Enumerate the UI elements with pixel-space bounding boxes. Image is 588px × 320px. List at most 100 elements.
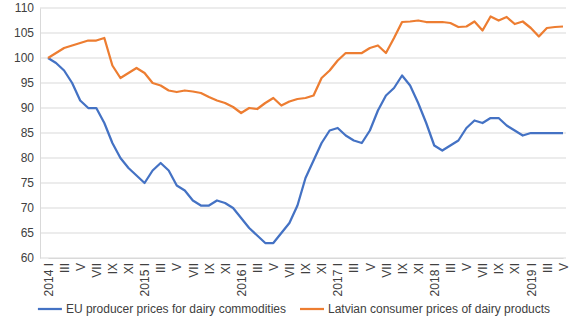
x-tick-label: IX bbox=[106, 263, 120, 274]
x-tick-label: III bbox=[58, 263, 72, 273]
x-tick: III bbox=[444, 258, 458, 273]
x-tick-label: IX bbox=[299, 263, 313, 274]
y-axis-line bbox=[40, 9, 41, 259]
x-tick-label: III bbox=[444, 263, 458, 273]
grid-line bbox=[40, 208, 566, 209]
x-tick-label: V bbox=[557, 263, 571, 271]
x-tick-label: XI bbox=[315, 263, 329, 274]
x-tick: 2019 I bbox=[525, 258, 539, 296]
legend-swatch bbox=[38, 308, 62, 310]
x-tick-label: 2018 I bbox=[428, 263, 442, 296]
x-tick-label: V bbox=[74, 263, 88, 271]
x-tick: V bbox=[460, 258, 474, 271]
y-tick: 75 bbox=[21, 176, 40, 190]
x-tick-label: 2014 I bbox=[42, 263, 56, 296]
x-tick-label: IX bbox=[396, 263, 410, 274]
x-tick: V bbox=[170, 258, 184, 271]
grid-line bbox=[40, 83, 566, 84]
x-tick: XI bbox=[508, 258, 522, 274]
y-tick: 70 bbox=[21, 201, 40, 215]
x-tick-label: XI bbox=[412, 263, 426, 274]
grid-line bbox=[40, 133, 566, 134]
grid-line bbox=[40, 233, 566, 234]
x-tick: 2014 I bbox=[42, 258, 56, 296]
x-tick: 2017 I bbox=[331, 258, 345, 296]
grid-line bbox=[40, 108, 566, 109]
y-tick: 65 bbox=[21, 226, 40, 240]
x-tick: V bbox=[557, 258, 571, 271]
x-tick-label: V bbox=[460, 263, 474, 271]
y-tick-label: 105 bbox=[14, 26, 34, 40]
x-tick-label: V bbox=[267, 263, 281, 271]
x-tick-label: 2016 I bbox=[235, 263, 249, 296]
y-tick-label: 85 bbox=[21, 126, 35, 140]
x-tick: XI bbox=[315, 258, 329, 274]
x-tick: V bbox=[267, 258, 281, 271]
x-tick: IX bbox=[396, 258, 410, 274]
legend-swatch bbox=[300, 308, 324, 310]
x-tick-label: VII bbox=[380, 263, 394, 278]
x-tick-label: XI bbox=[219, 263, 233, 274]
x-tick: XI bbox=[412, 258, 426, 274]
y-tick: 100 bbox=[14, 51, 40, 65]
x-tick: VII bbox=[380, 258, 394, 278]
grid-line bbox=[40, 33, 566, 34]
y-tick: 95 bbox=[21, 76, 40, 90]
x-tick: III bbox=[251, 258, 265, 273]
grid-line bbox=[40, 158, 566, 159]
x-tick-label: 2017 I bbox=[331, 263, 345, 296]
grid-line bbox=[40, 8, 566, 9]
legend: EU producer prices for dairy commodities… bbox=[38, 302, 550, 316]
y-tick-label: 75 bbox=[21, 176, 35, 190]
x-tick-label: VII bbox=[90, 263, 104, 278]
x-tick: 2016 I bbox=[235, 258, 249, 296]
y-tick-label: 95 bbox=[21, 76, 35, 90]
grid bbox=[40, 8, 566, 258]
series-line bbox=[48, 58, 563, 243]
x-tick: IX bbox=[299, 258, 313, 274]
x-tick: IX bbox=[106, 258, 120, 274]
legend-label: Latvian consumer prices of dairy product… bbox=[328, 302, 550, 316]
x-tick-label: VII bbox=[283, 263, 297, 278]
y-tick: 85 bbox=[21, 126, 40, 140]
x-tick-label: V bbox=[170, 263, 184, 271]
x-tick-label: V bbox=[364, 263, 378, 271]
x-tick: VII bbox=[283, 258, 297, 278]
grid-line bbox=[40, 58, 566, 59]
y-tick-label: 90 bbox=[21, 101, 35, 115]
x-tick-label: XI bbox=[508, 263, 522, 274]
chart: 60657075808590951001051102014 IIIIVVIIIX… bbox=[0, 0, 588, 320]
x-tick-label: III bbox=[347, 263, 361, 273]
x-tick-label: III bbox=[251, 263, 265, 273]
x-tick: V bbox=[74, 258, 88, 271]
x-tick: 2018 I bbox=[428, 258, 442, 296]
plot-area bbox=[48, 17, 563, 244]
y-tick-label: 110 bbox=[15, 1, 34, 15]
x-tick: III bbox=[541, 258, 555, 273]
x-tick: VII bbox=[476, 258, 490, 278]
y-tick-label: 60 bbox=[21, 251, 35, 265]
x-tick: VII bbox=[187, 258, 201, 278]
series-line bbox=[48, 17, 563, 114]
legend-item: Latvian consumer prices of dairy product… bbox=[300, 302, 550, 316]
x-tick: IX bbox=[492, 258, 506, 274]
x-tick-label: III bbox=[154, 263, 168, 273]
x-tick-label: III bbox=[541, 263, 555, 273]
x-tick-label: VII bbox=[476, 263, 490, 278]
x-axis-line bbox=[49, 258, 564, 259]
y-tick: 105 bbox=[14, 26, 40, 40]
y-tick-label: 65 bbox=[21, 226, 35, 240]
y-tick-label: 80 bbox=[21, 151, 35, 165]
y-axis: 60 65 70 75 80 85 90 95 100 105 110 bbox=[14, 1, 41, 265]
y-tick: 110 bbox=[15, 1, 40, 15]
x-tick: V bbox=[364, 258, 378, 271]
x-tick-label: IX bbox=[492, 263, 506, 274]
legend-item: EU producer prices for dairy commodities bbox=[38, 302, 286, 316]
x-tick: III bbox=[58, 258, 72, 273]
x-tick-label: IX bbox=[203, 263, 217, 274]
y-tick-label: 70 bbox=[21, 201, 35, 215]
x-tick-label: XI bbox=[122, 263, 136, 274]
x-tick-label: 2019 I bbox=[525, 263, 539, 296]
x-tick: III bbox=[347, 258, 361, 273]
grid-line bbox=[40, 258, 566, 259]
